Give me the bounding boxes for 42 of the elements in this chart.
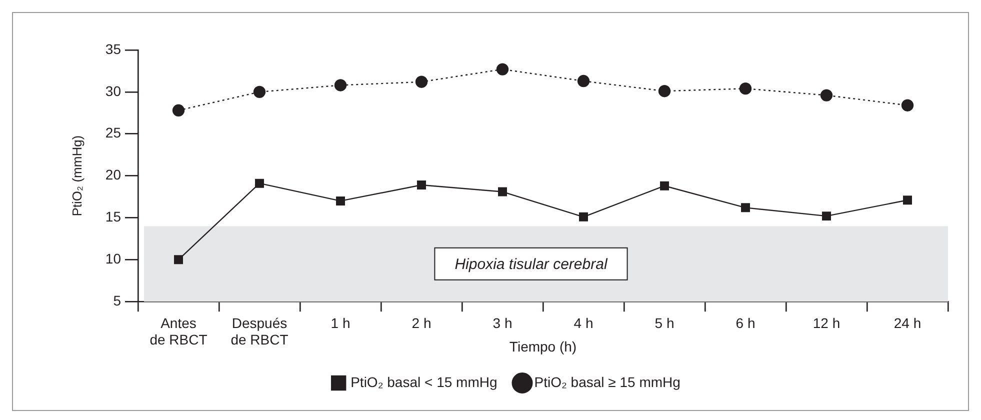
- point: [658, 84, 671, 98]
- x-tick-label: 5 h: [654, 314, 674, 331]
- point: [496, 63, 509, 76]
- point: [903, 196, 912, 205]
- x-axis-title: Tiempo (h): [509, 338, 577, 354]
- x-tick-label: 4 h: [574, 314, 594, 331]
- point: [336, 196, 345, 206]
- y-tick-label: 15: [105, 208, 122, 225]
- x-tick-label: 2 h: [412, 314, 432, 331]
- x-tick-label: 1 h: [330, 314, 350, 331]
- point: [660, 181, 669, 190]
- x-tick-label: Después de RBCT: [230, 314, 289, 348]
- band-label: Hipoxia tisular cerebral: [454, 256, 608, 274]
- point: [415, 76, 428, 88]
- point: [901, 99, 914, 112]
- point: [820, 89, 833, 102]
- y-tick-label: 10: [105, 250, 122, 267]
- legend-label: PtiO₂ basal ≥ 15 mmHg: [534, 374, 680, 390]
- y-tick-label: 25: [105, 124, 122, 141]
- x-tick-label: Antes de RBCT: [150, 314, 208, 348]
- point: [498, 187, 507, 196]
- point: [822, 212, 831, 221]
- y-tick-label: 5: [113, 292, 122, 308]
- y-tick-label: 30: [105, 82, 122, 99]
- point: [255, 178, 264, 188]
- x-tick-label: 24 h: [894, 314, 922, 331]
- y-tick-label: 35: [105, 40, 122, 57]
- point: [579, 212, 588, 222]
- y-tick-label: 20: [105, 166, 122, 183]
- point: [334, 79, 347, 92]
- x-tick-label: 6 h: [736, 314, 756, 331]
- y-axis-title: PtiO₂ (mmHg): [69, 135, 84, 216]
- point: [739, 82, 752, 95]
- point: [253, 86, 266, 98]
- point: [417, 180, 426, 190]
- point: [741, 203, 750, 212]
- x-tick-label: 12 h: [812, 314, 840, 331]
- x-tick-label: 3 h: [492, 314, 512, 331]
- point: [174, 255, 183, 264]
- point: [577, 74, 590, 88]
- point: [172, 104, 185, 116]
- legend-label: PtiO₂ basal < 15 mmHg: [350, 374, 498, 390]
